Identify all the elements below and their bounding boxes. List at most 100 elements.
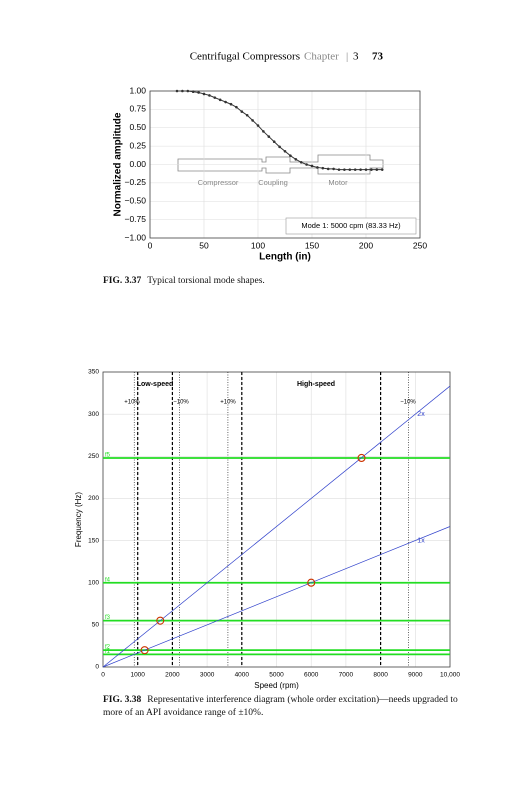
y-axis-label: Normalized amplitude bbox=[113, 112, 124, 216]
x-tick-label: 0 bbox=[148, 240, 153, 250]
y-tick-label: 50 bbox=[92, 622, 100, 629]
annotation: Low-speed bbox=[137, 381, 174, 388]
point bbox=[213, 96, 217, 99]
y-axis-label: Frequency (Hz) bbox=[74, 492, 83, 547]
y-tick-label: −1.00 bbox=[124, 232, 146, 242]
annotation: +10% bbox=[220, 400, 236, 406]
y-tick-label: 200 bbox=[88, 495, 99, 502]
caption: FIG. 3.37 Typical torsional mode shapes. bbox=[103, 275, 483, 288]
caption-label: FIG. 3.37 bbox=[103, 276, 142, 286]
point bbox=[370, 168, 373, 171]
point bbox=[299, 160, 303, 164]
h-line-label: f5 bbox=[105, 453, 111, 459]
series-label: 2x bbox=[417, 411, 425, 418]
point bbox=[310, 164, 314, 168]
point bbox=[321, 166, 325, 170]
caption-label: FIG. 3.38 bbox=[103, 695, 142, 705]
y-tick-label: 0 bbox=[95, 664, 99, 671]
y-tick-label: 1.00 bbox=[129, 85, 146, 95]
y-tick-label: 150 bbox=[88, 537, 99, 544]
crossing-marker bbox=[156, 616, 165, 625]
y-tick-label: 350 bbox=[88, 369, 99, 376]
point bbox=[353, 168, 357, 171]
series-line bbox=[177, 90, 383, 171]
point bbox=[175, 89, 179, 93]
point bbox=[256, 124, 260, 127]
x-tick-label: 50 bbox=[199, 240, 209, 250]
plot-frame bbox=[149, 90, 421, 239]
caption-text: Typical torsional mode shapes. bbox=[147, 276, 265, 286]
chapter-number: 3 bbox=[353, 51, 359, 63]
y-tick-label: 0.75 bbox=[129, 104, 146, 114]
separator: | bbox=[346, 51, 348, 63]
point bbox=[380, 168, 384, 171]
y-tick-label: 0.50 bbox=[129, 122, 146, 132]
x-tick-label: 6000 bbox=[304, 672, 319, 679]
point bbox=[224, 100, 227, 104]
y-tick-label: 300 bbox=[88, 411, 99, 418]
running-title: Centrifugal Compressors bbox=[190, 51, 300, 63]
caption-text: Representative interference diagram (who… bbox=[103, 695, 458, 718]
point bbox=[272, 140, 276, 144]
point bbox=[251, 119, 254, 122]
crossing-marker bbox=[307, 578, 316, 587]
page-number: 73 bbox=[372, 51, 384, 63]
x-tick-label: 200 bbox=[359, 240, 373, 250]
point bbox=[348, 168, 352, 171]
point bbox=[294, 158, 298, 161]
x-tick-label: 100 bbox=[251, 240, 265, 250]
caption: FIG. 3.38 Representative interference dia… bbox=[103, 694, 473, 720]
point bbox=[197, 91, 200, 94]
annotation: −10% bbox=[173, 400, 189, 406]
point bbox=[191, 90, 195, 94]
x-tick-label: 4000 bbox=[235, 672, 250, 679]
x-tick-label: 7000 bbox=[339, 672, 354, 679]
y-tick-label: −0.50 bbox=[124, 196, 146, 206]
point bbox=[305, 163, 308, 166]
annotation: Coupling bbox=[258, 178, 288, 187]
chapter-word: Chapter bbox=[304, 51, 339, 63]
y-tick-label: 0.25 bbox=[129, 140, 146, 150]
annotation: +10% bbox=[124, 400, 140, 406]
crossing-marker bbox=[140, 646, 149, 655]
annotation: −10% bbox=[400, 400, 416, 406]
point bbox=[337, 168, 341, 171]
series-line bbox=[102, 385, 451, 668]
point bbox=[181, 89, 184, 93]
point bbox=[240, 110, 244, 113]
y-tick-label: −0.25 bbox=[124, 177, 146, 187]
shaft-outline bbox=[177, 154, 384, 175]
h-line-label: f3 bbox=[105, 615, 111, 621]
x-axis-label: Speed (rpm) bbox=[254, 681, 299, 690]
y-tick-label: 250 bbox=[88, 453, 99, 460]
series-label: 1x bbox=[417, 537, 425, 544]
y-tick-label: −0.75 bbox=[124, 214, 146, 224]
point bbox=[326, 167, 330, 171]
h-line-label: f1 bbox=[105, 649, 111, 655]
point bbox=[235, 105, 238, 109]
point bbox=[208, 94, 211, 97]
h-line-label: f4 bbox=[105, 577, 111, 583]
point bbox=[316, 166, 319, 169]
x-tick-label: 0 bbox=[101, 672, 105, 679]
x-tick-label: 8000 bbox=[373, 672, 388, 679]
y-tick-label: 100 bbox=[88, 579, 99, 586]
point bbox=[278, 145, 281, 149]
x-tick-label: 250 bbox=[413, 240, 427, 250]
x-axis-label: Length (in) bbox=[259, 252, 311, 263]
x-tick-label: 10,000 bbox=[440, 672, 460, 679]
legend-label: Mode 1: 5000 cpm (83.33 Hz) bbox=[301, 221, 401, 230]
point bbox=[186, 89, 190, 93]
point bbox=[359, 168, 362, 171]
point bbox=[245, 113, 249, 117]
x-tick-label: 9000 bbox=[408, 672, 423, 679]
point bbox=[343, 168, 346, 171]
point bbox=[332, 167, 335, 171]
annotation: Compressor bbox=[198, 178, 239, 187]
point bbox=[364, 168, 368, 171]
x-tick-label: 2000 bbox=[165, 672, 180, 679]
y-tick-label: 0.00 bbox=[129, 159, 146, 169]
x-tick-label: 1000 bbox=[130, 672, 145, 679]
